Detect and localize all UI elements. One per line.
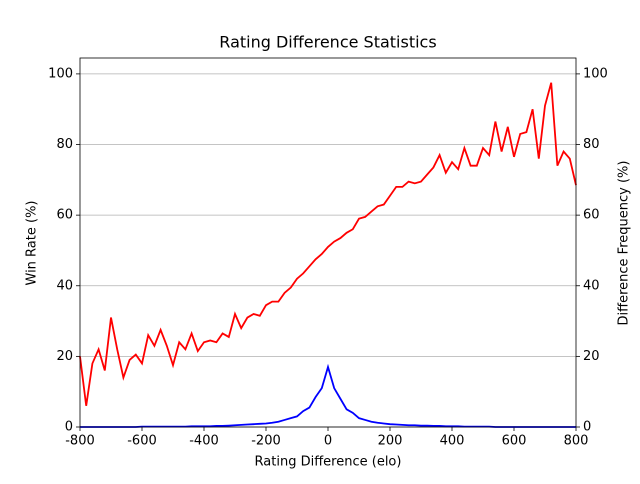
y-tick-label: 0 (65, 420, 73, 435)
y-tick-label: 60 (56, 208, 73, 223)
chart-title: Rating Difference Statistics (219, 33, 436, 52)
x-tick-label: 0 (324, 434, 332, 449)
data-line (80, 363, 576, 428)
x-tick-label: 400 (440, 434, 465, 449)
y-axis-label: Win Rate (%) (25, 201, 40, 286)
y-tick-label: 80 (56, 137, 73, 152)
y2-tick-label: 60 (583, 208, 600, 223)
x-tick-label: -200 (251, 434, 281, 449)
y2-tick-label: 40 (583, 278, 600, 293)
x-tick-label: -800 (65, 434, 95, 449)
x-axis-label: Rating Difference (elo) (255, 455, 402, 470)
y-tick-label: 20 (56, 349, 73, 364)
data-line (79, 82, 577, 406)
y-tick-label: 40 (56, 278, 73, 293)
y2-tick-label: 80 (583, 137, 600, 152)
y2-tick-label: 20 (583, 349, 600, 364)
x-tick-label: 200 (378, 434, 403, 449)
x-tick-label: -400 (189, 434, 219, 449)
y-tick-label: 100 (48, 66, 73, 81)
plot-frame (79, 57, 577, 428)
y2-tick-label: 100 (583, 66, 608, 81)
y2-tick-label: 0 (583, 420, 591, 435)
x-tick-label: 600 (502, 434, 527, 449)
x-tick-label: 800 (564, 434, 589, 449)
x-tick-label: -600 (127, 434, 157, 449)
y2-axis-label: Difference Frequency (%) (617, 161, 632, 326)
